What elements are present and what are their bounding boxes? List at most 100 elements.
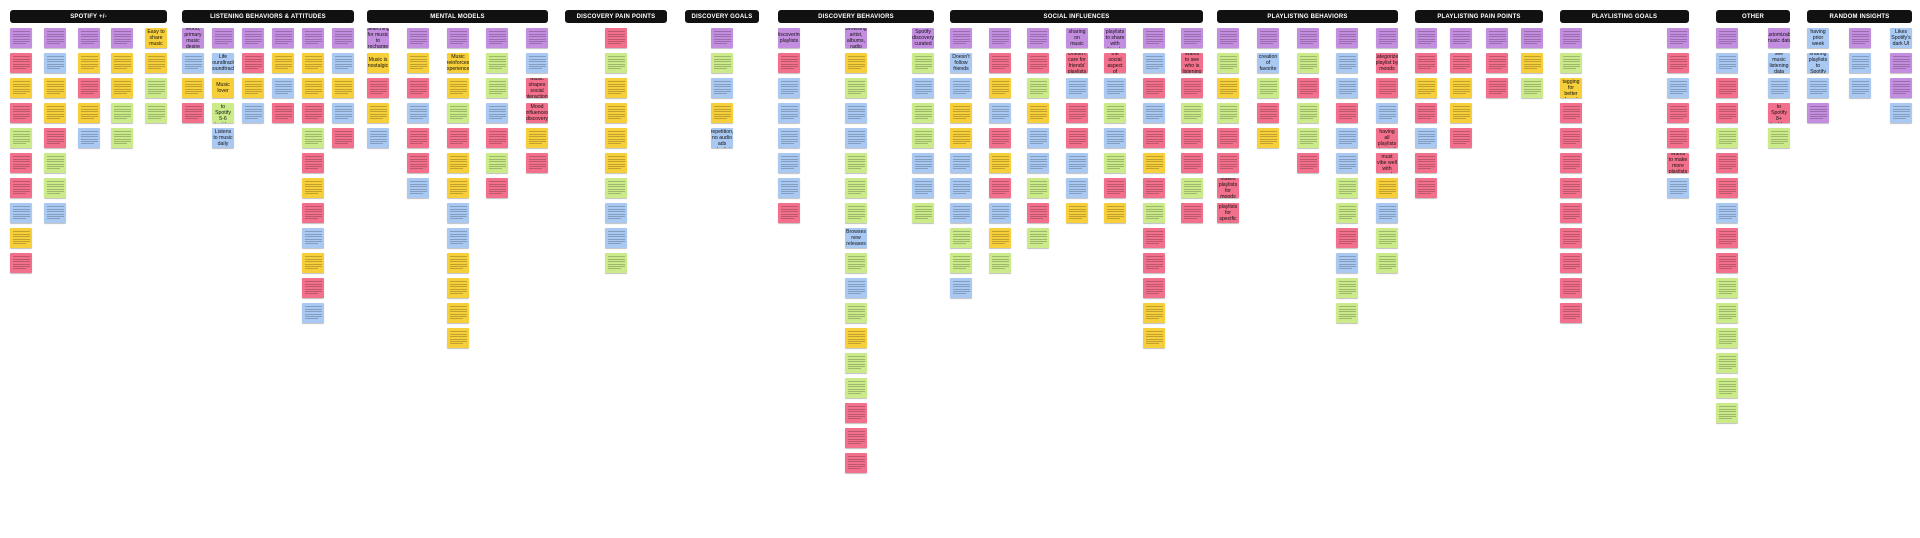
sticky-note-blue[interactable]: [407, 178, 429, 198]
sticky-note-green[interactable]: [1336, 178, 1358, 198]
sticky-note-blue[interactable]: [407, 103, 429, 123]
sticky-note-blue[interactable]: [950, 153, 972, 173]
sticky-note-pink[interactable]: [1716, 153, 1738, 173]
sticky-note-green[interactable]: [989, 253, 1011, 273]
sticky-note-yellow[interactable]: [242, 78, 264, 98]
sticky-note-yellow[interactable]: [447, 278, 469, 298]
sticky-note-purple[interactable]: [447, 28, 469, 48]
sticky-note-pink[interactable]: [1143, 178, 1165, 198]
sticky-note-purple[interactable]: [272, 28, 294, 48]
sticky-note-blue[interactable]: [78, 128, 100, 148]
sticky-note-green[interactable]: [486, 53, 508, 73]
sticky-note-pink[interactable]: [1027, 53, 1049, 73]
sticky-note-purple[interactable]: [711, 28, 733, 48]
sticky-note-green[interactable]: [1297, 128, 1319, 148]
sticky-note-blue[interactable]: [242, 103, 264, 123]
sticky-note-green[interactable]: [1027, 178, 1049, 198]
sticky-note-blue[interactable]: [302, 228, 324, 248]
sticky-note-blue[interactable]: [1849, 78, 1871, 98]
sticky-note-pink[interactable]: [1716, 253, 1738, 273]
sticky-note-green[interactable]: [845, 378, 867, 398]
sticky-note-blue[interactable]: [182, 53, 204, 73]
sticky-note-purple[interactable]: [1450, 28, 1472, 48]
sticky-note-blue[interactable]: [845, 128, 867, 148]
sticky-note-blue[interactable]: Listens to music daily: [212, 128, 234, 148]
sticky-note-pink[interactable]: Dislikes the social aspect of Spotify: [1104, 53, 1126, 73]
sticky-note-blue[interactable]: [302, 303, 324, 323]
sticky-note-blue[interactable]: [1027, 153, 1049, 173]
sticky-note-yellow[interactable]: [302, 53, 324, 73]
sticky-note-purple[interactable]: [111, 28, 133, 48]
sticky-note-green[interactable]: [1027, 228, 1049, 248]
sticky-note-pink[interactable]: [1415, 103, 1437, 123]
sticky-note-purple[interactable]: [1376, 28, 1398, 48]
sticky-note-green[interactable]: [44, 153, 66, 173]
sticky-note-yellow[interactable]: [1450, 103, 1472, 123]
sticky-note-yellow[interactable]: Easy to share music: [145, 28, 167, 48]
sticky-note-pink[interactable]: [1560, 228, 1582, 248]
sticky-note-blue[interactable]: [1768, 78, 1790, 98]
sticky-note-pink[interactable]: [10, 103, 32, 123]
sticky-note-green[interactable]: [145, 78, 167, 98]
sticky-note-pink[interactable]: Makes playlists for moods: [1217, 178, 1239, 198]
sticky-note-pink[interactable]: [1181, 78, 1203, 98]
sticky-note-blue[interactable]: [1336, 128, 1358, 148]
sticky-note-blue[interactable]: [605, 203, 627, 223]
sticky-note-pink[interactable]: [182, 103, 204, 123]
sticky-note-pink[interactable]: [1560, 303, 1582, 323]
sticky-note-yellow[interactable]: [272, 53, 294, 73]
sticky-note-purple[interactable]: [1336, 28, 1358, 48]
sticky-note-blue[interactable]: Likes Spotify's dark UI: [1890, 28, 1912, 48]
sticky-note-purple[interactable]: [1486, 28, 1508, 48]
sticky-note-purple[interactable]: [1415, 28, 1437, 48]
sticky-note-yellow[interactable]: [950, 128, 972, 148]
sticky-note-pink[interactable]: Wants to see who is listening: [1181, 53, 1203, 73]
sticky-note-pink[interactable]: [1560, 153, 1582, 173]
sticky-note-pink[interactable]: [1716, 228, 1738, 248]
sticky-note-blue[interactable]: [1336, 153, 1358, 173]
sticky-note-pink[interactable]: [845, 403, 867, 423]
sticky-note-purple[interactable]: [407, 28, 429, 48]
sticky-note-blue[interactable]: [950, 78, 972, 98]
sticky-note-yellow[interactable]: [78, 103, 100, 123]
sticky-note-pink[interactable]: [302, 203, 324, 223]
sticky-note-blue[interactable]: [44, 53, 66, 73]
sticky-note-purple[interactable]: [332, 28, 354, 48]
sticky-note-pink[interactable]: [1560, 203, 1582, 223]
sticky-note-blue[interactable]: Likes having prior week song: [1807, 28, 1829, 48]
sticky-note-green[interactable]: [1217, 53, 1239, 73]
sticky-note-green[interactable]: [1716, 378, 1738, 398]
sticky-note-pink[interactable]: [302, 103, 324, 123]
sticky-note-yellow[interactable]: [44, 78, 66, 98]
sticky-note-blue[interactable]: [605, 228, 627, 248]
sticky-note-green[interactable]: [486, 78, 508, 98]
sticky-note-blue[interactable]: [711, 78, 733, 98]
sticky-note-pink[interactable]: [989, 53, 1011, 73]
sticky-note-yellow[interactable]: [302, 78, 324, 98]
sticky-note-purple[interactable]: [1560, 28, 1582, 48]
sticky-note-pink[interactable]: [1143, 278, 1165, 298]
sticky-note-yellow[interactable]: [605, 128, 627, 148]
sticky-note-green[interactable]: [950, 228, 972, 248]
sticky-note-green[interactable]: [1716, 303, 1738, 323]
sticky-note-yellow[interactable]: [605, 153, 627, 173]
sticky-note-yellow[interactable]: [1521, 53, 1543, 73]
sticky-note-pink[interactable]: [1217, 153, 1239, 173]
sticky-note-green[interactable]: [1560, 53, 1582, 73]
sticky-note-yellow[interactable]: [407, 53, 429, 73]
sticky-note-green[interactable]: [912, 53, 934, 73]
sticky-note-green[interactable]: [1521, 78, 1543, 98]
sticky-note-purple[interactable]: Curates playlists to share with friends: [1104, 28, 1126, 48]
sticky-note-blue[interactable]: [912, 153, 934, 173]
sticky-note-green[interactable]: [1181, 103, 1203, 123]
sticky-note-green[interactable]: [845, 153, 867, 173]
sticky-note-pink[interactable]: [1181, 128, 1203, 148]
sticky-note-purple[interactable]: [212, 28, 234, 48]
sticky-note-blue[interactable]: [367, 128, 389, 148]
sticky-note-pink[interactable]: [1257, 103, 1279, 123]
sticky-note-blue[interactable]: [778, 128, 800, 148]
sticky-note-yellow[interactable]: [1143, 328, 1165, 348]
sticky-note-pink[interactable]: [526, 153, 548, 173]
sticky-note-green[interactable]: [1143, 203, 1165, 223]
sticky-note-yellow[interactable]: [989, 228, 1011, 248]
